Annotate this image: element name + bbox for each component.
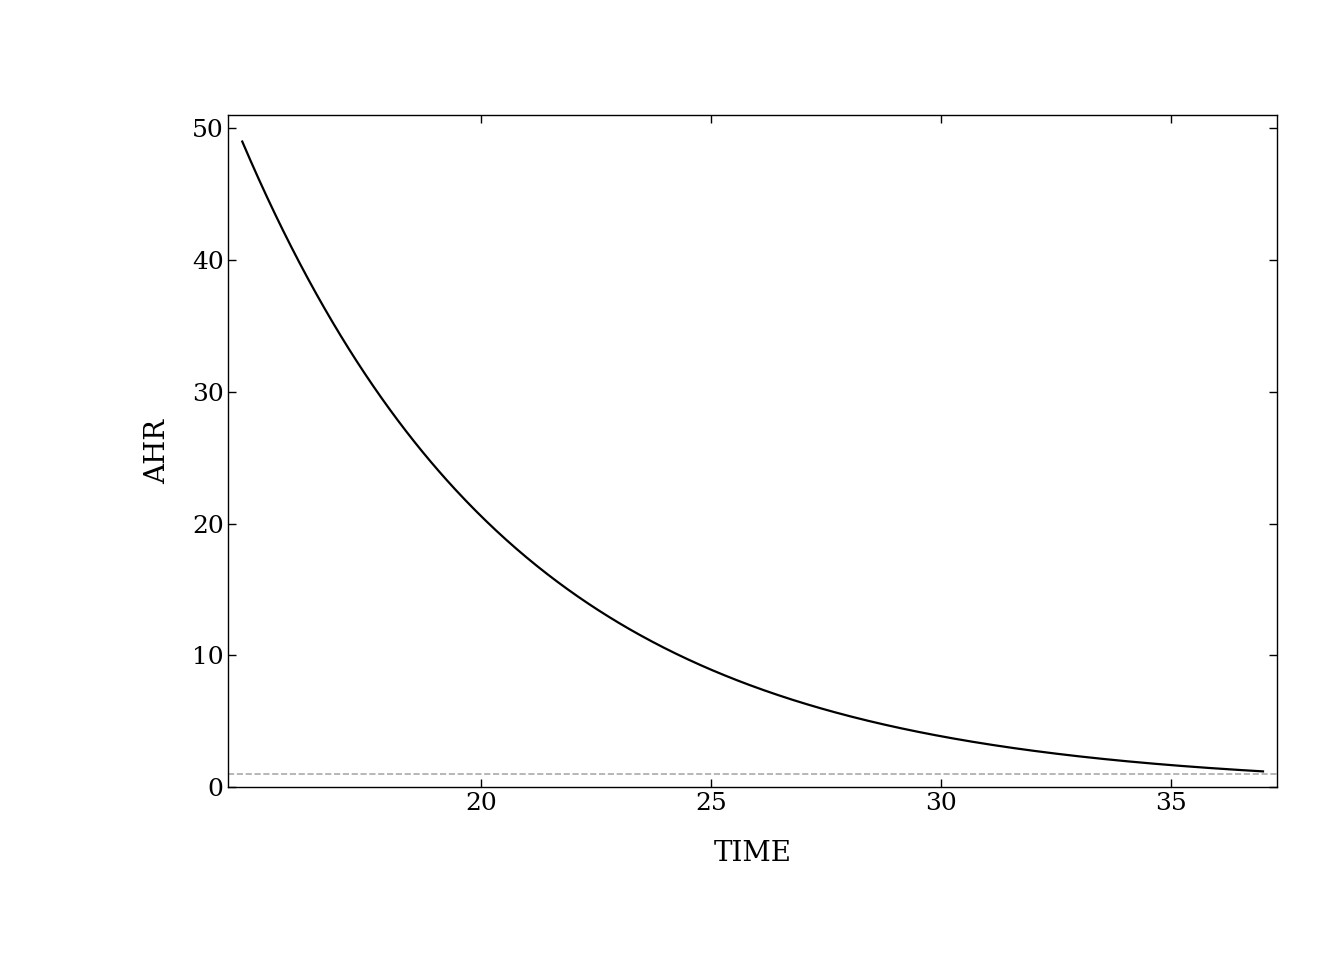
Y-axis label: AHR: AHR bbox=[144, 419, 171, 484]
X-axis label: TIME: TIME bbox=[714, 840, 792, 867]
